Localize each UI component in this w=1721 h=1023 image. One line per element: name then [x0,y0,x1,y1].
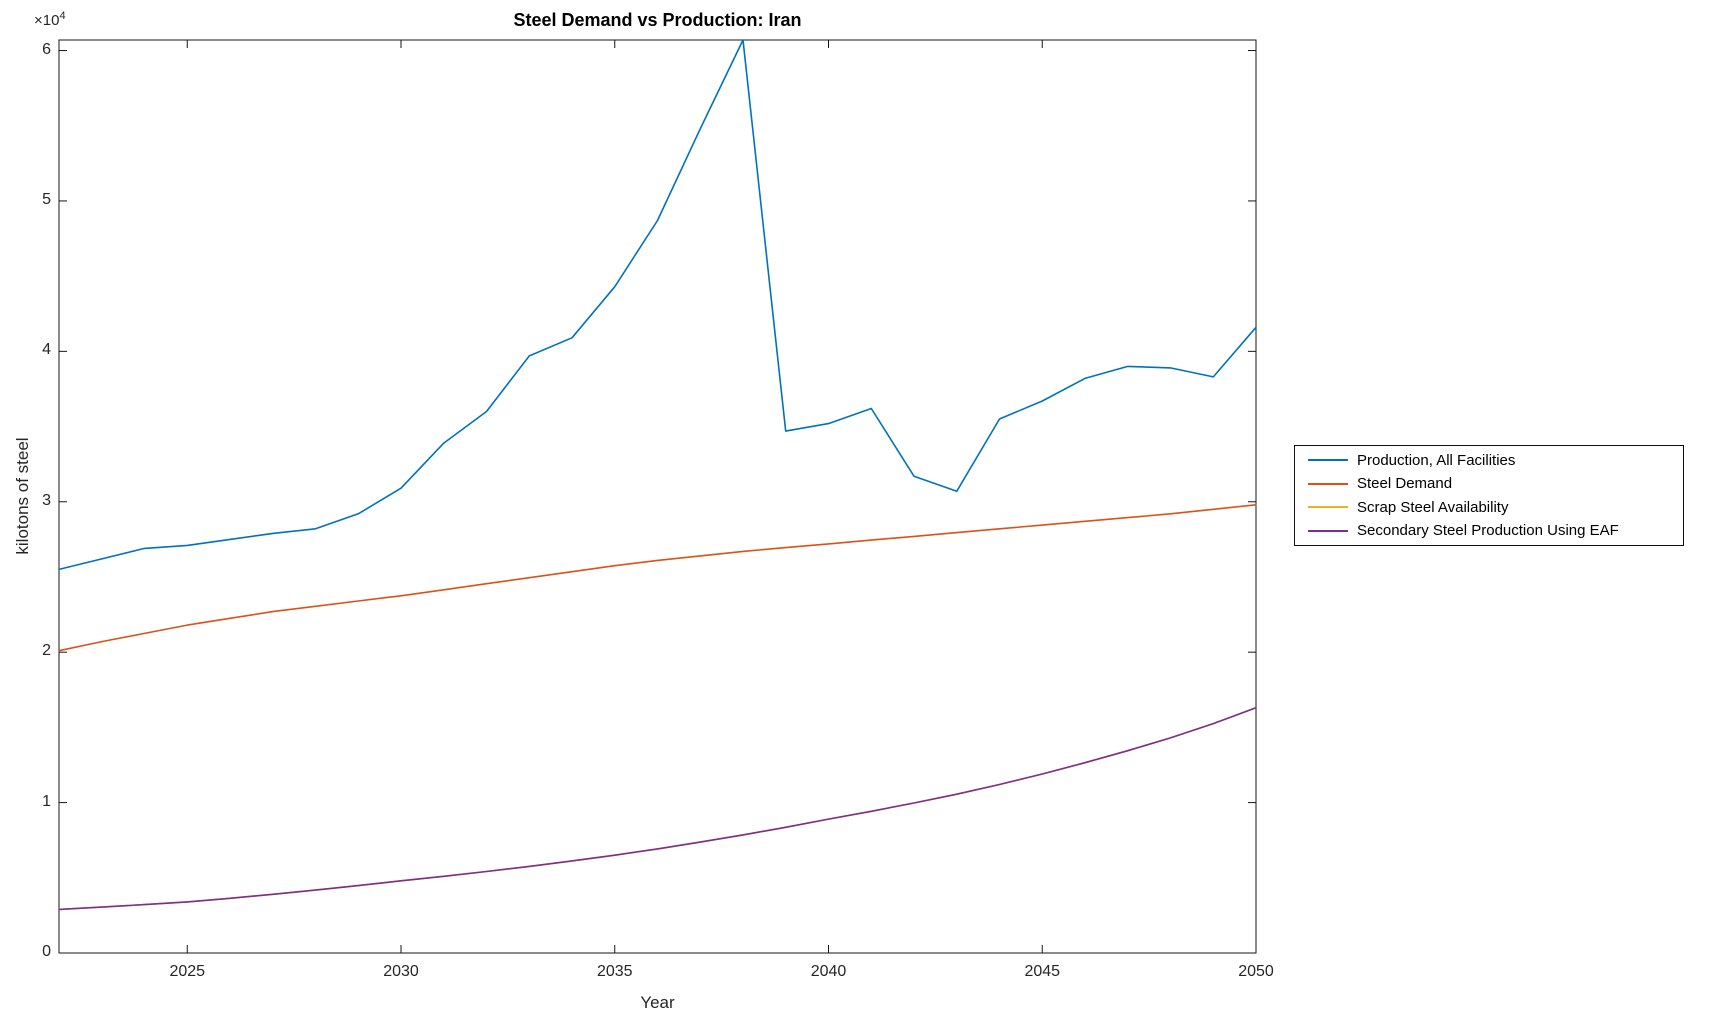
x-tick-label-2025: 2025 [169,963,206,980]
chart-title: Steel Demand vs Production: Iran [513,10,802,30]
legend-item-label-3: Secondary Steel Production Using EAF [1357,522,1619,540]
x-axis-label: Year [640,993,675,1012]
y-tick-label-1: 1 [42,792,51,810]
y-tick-label-0: 0 [42,943,51,960]
x-tick-label-2045: 2045 [1024,963,1061,980]
y-tick-label-5: 5 [42,190,51,208]
series-line-3 [58,706,1257,911]
x-tick-label-2050: 2050 [1238,963,1274,980]
x-tick-label-2030: 2030 [383,963,419,980]
legend-line-sample-2 [1308,506,1348,509]
series-line-2 [58,706,1257,911]
y-axis-multiplier: ×104 [34,10,66,29]
legend-item-label-0: Production, All Facilities [1357,451,1516,469]
x-tick-label-2035: 2035 [596,963,633,980]
legend-item-3: Secondary Steel Production Using EAF [1295,520,1683,542]
legend-line-sample-0 [1308,459,1348,462]
series-line-0 [58,39,1257,571]
y-axis-multiplier-base: ×10 [34,12,60,29]
legend-line-sample-1 [1308,482,1348,485]
legend-item-2: Scrap Steel Availability [1295,496,1683,518]
legend-line-sample-3 [1308,529,1348,532]
y-tick-label-6: 6 [42,40,51,58]
y-tick-label-4: 4 [42,341,51,359]
legend: Production, All Facilities Steel Demand Sc… [1294,445,1684,546]
legend-item-0: Production, All Facilities [1295,449,1683,471]
y-axis-multiplier-exponent: 4 [59,10,66,22]
legend-item-1: Steel Demand [1295,473,1683,495]
y-tick-label-2: 2 [42,642,51,660]
legend-item-label-1: Steel Demand [1357,475,1453,493]
x-tick-label-2040: 2040 [810,963,847,980]
axes-box [58,39,1257,954]
y-tick-label-3: 3 [42,491,51,509]
series-line-1 [58,503,1257,652]
legend-item-label-2: Scrap Steel Availability [1357,498,1509,516]
